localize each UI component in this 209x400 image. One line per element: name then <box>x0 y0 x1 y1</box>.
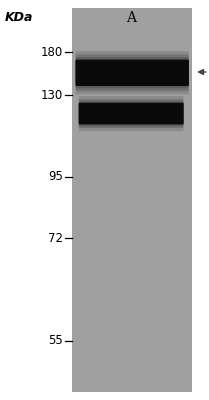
FancyBboxPatch shape <box>79 96 184 131</box>
FancyBboxPatch shape <box>79 103 184 124</box>
Text: 55: 55 <box>48 334 63 347</box>
Text: 180: 180 <box>41 46 63 58</box>
Text: 95: 95 <box>48 170 63 183</box>
Text: A: A <box>126 11 136 25</box>
FancyBboxPatch shape <box>75 60 189 86</box>
FancyBboxPatch shape <box>76 51 189 94</box>
Text: 72: 72 <box>48 232 63 244</box>
FancyBboxPatch shape <box>76 57 189 88</box>
FancyBboxPatch shape <box>79 99 184 128</box>
Bar <box>72 8 192 392</box>
Text: 130: 130 <box>41 89 63 102</box>
FancyBboxPatch shape <box>76 54 189 91</box>
Text: KDa: KDa <box>5 11 33 24</box>
FancyBboxPatch shape <box>79 101 184 126</box>
